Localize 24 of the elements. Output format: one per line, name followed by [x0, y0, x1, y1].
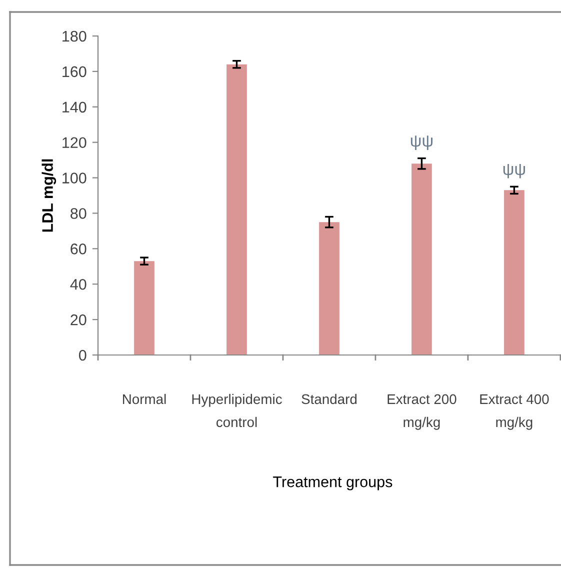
x-tick-label: Extract 400 mg/kg — [480, 394, 549, 430]
x-tick-label: Normal — [123, 394, 166, 404]
y-tick-label: 20 — [70, 314, 86, 326]
y-tick-label: 180 — [62, 30, 86, 42]
y-tick-label: 120 — [62, 137, 86, 148]
y-tick-label: 140 — [62, 102, 86, 113]
y-tick-label: 100 — [62, 172, 86, 184]
y-tick-label: 0 — [78, 350, 86, 361]
bar — [319, 222, 340, 355]
y-tick-label: 40 — [70, 278, 86, 290]
annotation: ψψ — [503, 164, 525, 178]
x-tick-label: Extract 200 mg/kg — [388, 394, 456, 430]
bar — [134, 261, 154, 355]
y-tick-label: 80 — [70, 208, 86, 219]
bar — [226, 64, 247, 355]
x-tick-label: Hyperlipidemic control — [192, 394, 282, 428]
bar — [412, 164, 432, 355]
y-tick-label: 60 — [70, 244, 86, 254]
x-axis-title: Treatment groups — [273, 476, 392, 490]
y-axis-title: LDL mg/dl — [42, 159, 56, 232]
annotation: ψψ — [410, 136, 432, 150]
x-tick-label: Standard — [302, 394, 357, 404]
bar — [504, 190, 524, 355]
y-tick-label: 160 — [62, 66, 86, 78]
